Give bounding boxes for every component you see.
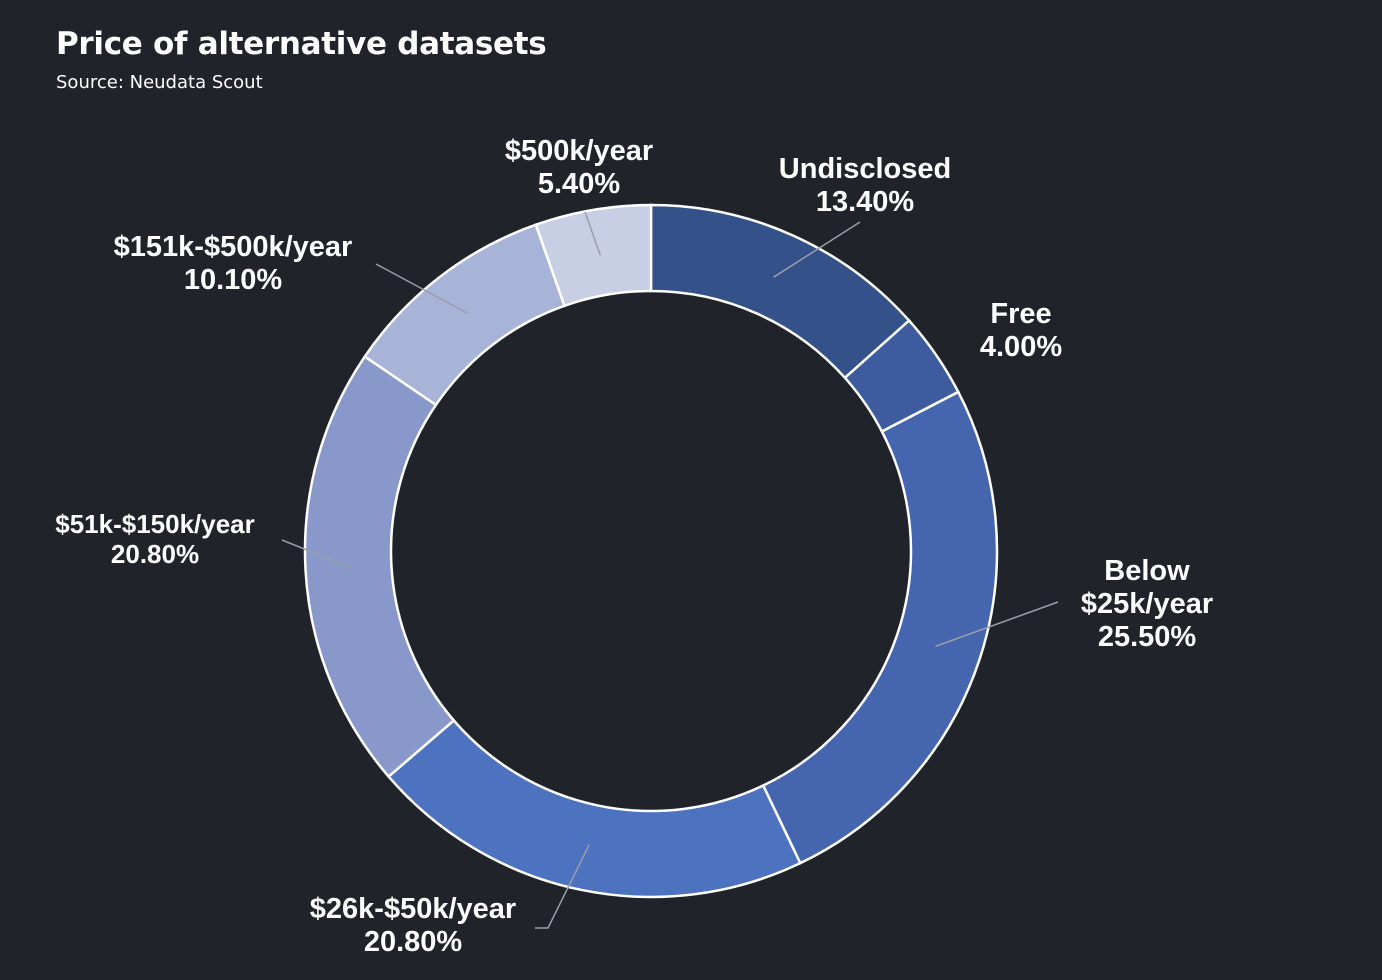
chart-source: Source: Neudata Scout xyxy=(56,72,263,93)
slice-label: Undisclosed 13.40% xyxy=(779,153,951,218)
slice-value-label: 25.50% xyxy=(1098,621,1197,653)
slice-value-label: 10.10% xyxy=(184,264,283,296)
leader-line xyxy=(935,601,1059,648)
donut-slice[interactable] xyxy=(761,390,999,865)
leader-line xyxy=(375,263,469,315)
donut-slice[interactable] xyxy=(386,718,802,899)
chart-title: Price of alternative datasets xyxy=(56,26,547,62)
slices xyxy=(303,203,999,899)
slice-label: $151k-$500k/year 10.10% xyxy=(114,231,353,296)
slice-label: Free 4.00% xyxy=(980,298,1062,363)
slice-label: Below $25k/year 25.50% xyxy=(1081,555,1213,653)
donut-slice[interactable] xyxy=(534,203,653,308)
slice-value-label: 4.00% xyxy=(980,331,1062,363)
slice-value-label: 20.80% xyxy=(111,539,199,569)
slice-value-label: 13.40% xyxy=(816,186,915,218)
donut-slice[interactable] xyxy=(649,203,911,380)
slice-name-label: Undisclosed xyxy=(779,153,951,185)
slice-value-label: 5.40% xyxy=(538,168,620,200)
leader-line xyxy=(584,211,602,256)
slice-name-label: Free xyxy=(990,298,1051,330)
slice-label: $500k/year 5.40% xyxy=(505,135,653,200)
slice-name-label: $151k-$500k/year xyxy=(114,231,353,263)
slice-value-label: 20.80% xyxy=(364,926,463,958)
donut-slice[interactable] xyxy=(363,223,567,407)
leader-line xyxy=(773,221,861,278)
slice-label: $51k-$150k/year 20.80% xyxy=(55,509,255,569)
donut-slice[interactable] xyxy=(303,354,456,779)
slice-labels: Undisclosed 13.40% Free 4.00% Below $25k/year… xyxy=(55,135,1213,958)
slice-name-label: $500k/year xyxy=(505,135,653,167)
slice-label: $26k-$50k/year 20.80% xyxy=(310,893,516,958)
slice-name-label: $26k-$50k/year xyxy=(310,893,516,925)
slice-name-label: $25k/year xyxy=(1081,588,1213,620)
leader-line xyxy=(535,844,590,929)
leader-line xyxy=(281,539,352,569)
slice-name-label: Below xyxy=(1104,555,1190,587)
slice-name-label: $51k-$150k/year xyxy=(55,509,255,539)
leader-lines xyxy=(281,211,1059,929)
